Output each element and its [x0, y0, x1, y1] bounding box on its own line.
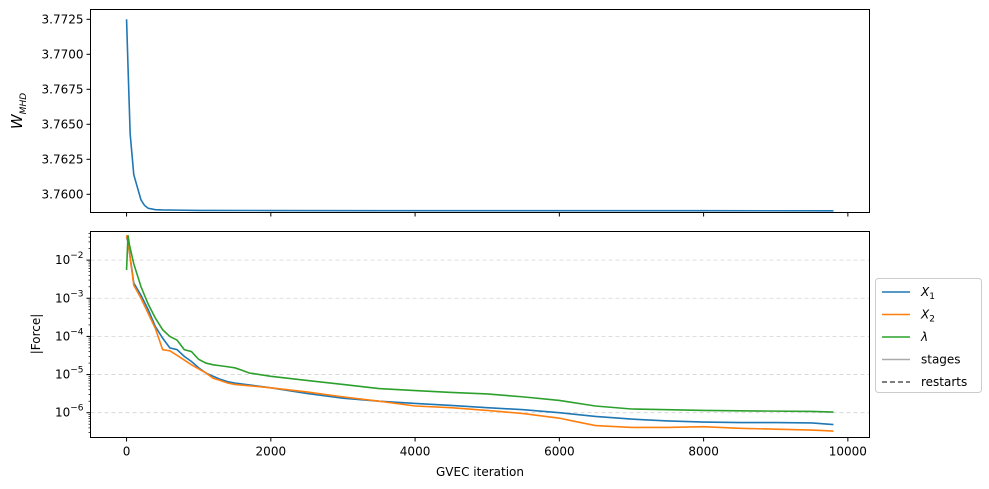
top-series-line-1: [125, 19, 834, 212]
bottom-ticks-group: 0 2000 4000 6000 8000 10000 10−6 10−5 10−4 10−3 10…: [55, 233, 867, 459]
bottom-series-line-3: [125, 235, 834, 413]
top-ytick-label-3: 3.7675: [42, 82, 84, 96]
bottom-ylabel: |Force|: [29, 314, 43, 355]
top-ytick-label-4: 3.7700: [42, 47, 84, 61]
bottom-panel: 0 2000 4000 6000 8000 10000 10−6 10−5 10−4 10−3 10…: [29, 231, 870, 479]
bottom-series-line-2: [125, 235, 834, 432]
bottom-ytick-label-1: 10−5: [55, 366, 84, 382]
legend: X1 X2 λ stages restarts: [875, 278, 982, 393]
bottom-xtick-label-3: 6000: [544, 445, 575, 459]
top-ticks-group: 3.7600 3.7625 3.7650 3.7675 3.7700 3.7725: [42, 12, 849, 217]
legend-box: [875, 278, 982, 393]
bottom-ytick-label-0: 10−6: [55, 404, 84, 420]
legend-label-1: X2: [920, 308, 935, 325]
legend-label-4: restarts: [921, 375, 967, 389]
legend-entries: X1 X2 λ stages restarts: [882, 285, 967, 389]
top-axes-frame: [90, 9, 870, 213]
bottom-xtick-label-2: 4000: [400, 445, 431, 459]
top-ytick-label-1: 3.7625: [42, 152, 84, 166]
bottom-xlabel: GVEC iteration: [436, 465, 524, 479]
legend-label-0: X1: [920, 285, 935, 302]
bottom-series-line-1: [125, 236, 834, 426]
bottom-xtick-label-5: 10000: [829, 445, 867, 459]
bottom-xtick-label-1: 2000: [256, 445, 287, 459]
top-ylabel: WMHD: [8, 93, 29, 129]
bottom-xtick-label-4: 8000: [688, 445, 719, 459]
bottom-grid-group: [90, 259, 870, 414]
legend-label-3: stages: [921, 353, 961, 367]
top-series-group: [125, 19, 834, 212]
bottom-series-group: [125, 235, 834, 432]
legend-label-2: λ: [920, 330, 928, 344]
top-ytick-label-0: 3.7600: [42, 187, 84, 201]
bottom-axes-frame: [90, 231, 870, 438]
bottom-xtick-label-0: 0: [123, 445, 131, 459]
top-ytick-label-5: 3.7725: [42, 12, 84, 26]
bottom-ytick-label-3: 10−3: [55, 289, 84, 305]
bottom-ytick-label-2: 10−4: [55, 327, 84, 343]
bottom-ytick-label-4: 10−2: [55, 251, 84, 267]
top-ytick-label-2: 3.7650: [42, 117, 84, 131]
top-panel: 3.7600 3.7625 3.7650 3.7675 3.7700 3.7725 WMH…: [8, 9, 870, 217]
